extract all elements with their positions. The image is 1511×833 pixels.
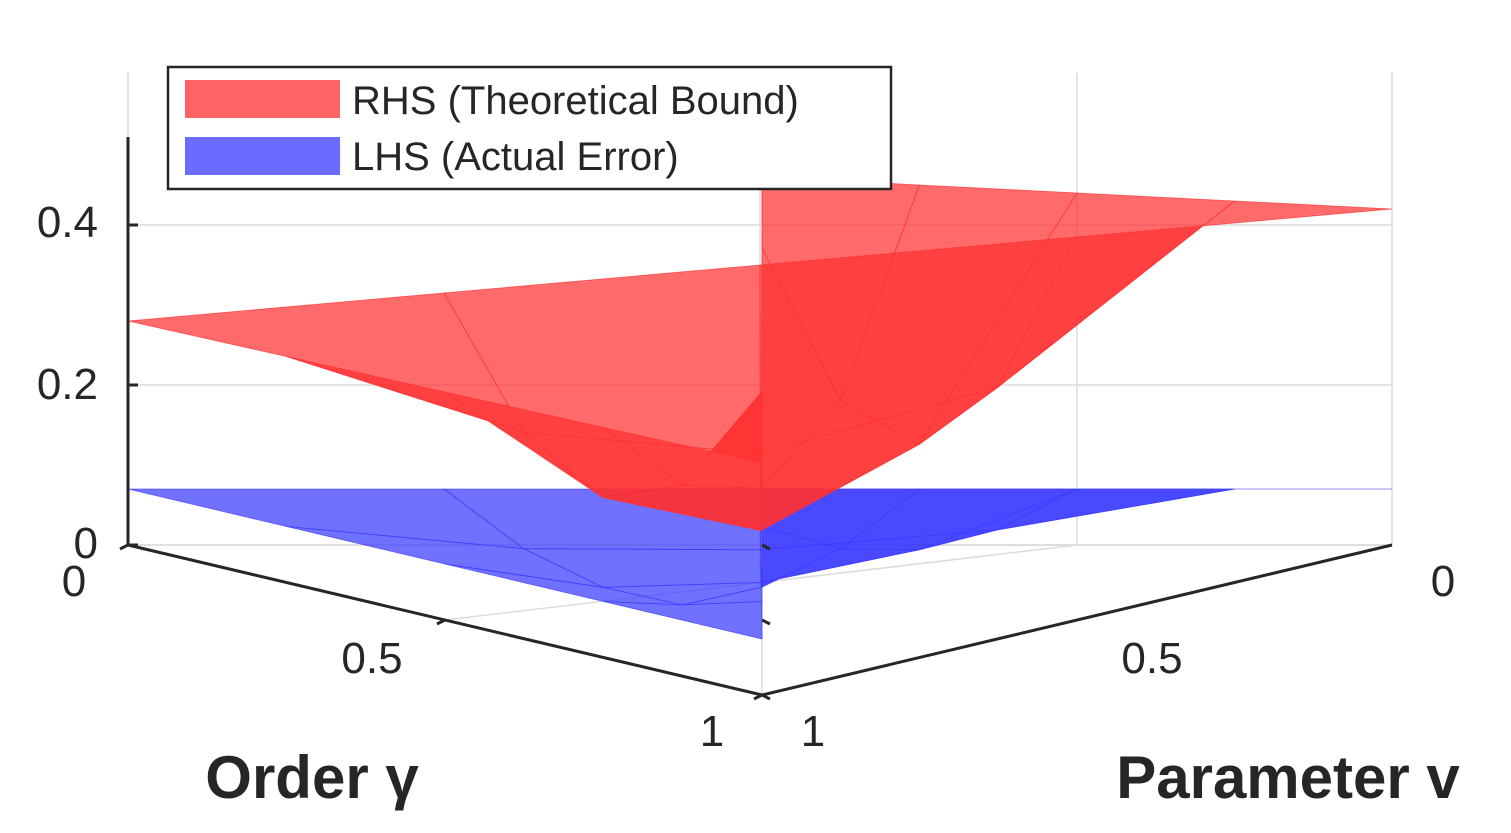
surface-rhs (127, 176, 1393, 532)
y-axis-title: Parameter v (1116, 744, 1460, 811)
z-tick-label: 0 (74, 519, 98, 568)
tick-labels: 0.4 0.2 0 0 0.5 1 0 0.5 1 (37, 198, 1455, 756)
y-tick-label: 1 (801, 707, 825, 756)
z-tick-label: 0.2 (37, 360, 98, 409)
y-tick-mark (761, 543, 771, 551)
x-tick-label: 1 (700, 707, 724, 756)
surface-patch (603, 390, 763, 486)
x-tick-label: 0.5 (341, 634, 402, 683)
y-tick-label: 0 (1431, 557, 1455, 606)
legend-swatch-rhs (185, 80, 340, 118)
z-tick-label: 0.4 (37, 198, 98, 247)
legend: RHS (Theoretical Bound) LHS (Actual Erro… (166, 65, 893, 191)
legend-label-rhs: RHS (Theoretical Bound) (352, 79, 799, 123)
x-tick-mark (753, 693, 763, 701)
x-axis-title: Order γ (205, 744, 419, 811)
surface-patch (603, 601, 763, 640)
y-tick-mark (761, 618, 771, 626)
legend-swatch-lhs (185, 137, 340, 175)
surfaces (127, 176, 1393, 640)
surface-patch (443, 264, 761, 454)
x-tick-label: 0 (62, 557, 86, 606)
legend-label-lhs: LHS (Actual Error) (352, 135, 679, 179)
x-tick-mark (119, 543, 129, 551)
surface-lhs (127, 488, 1392, 640)
axes (119, 137, 1393, 701)
y-axis-line (761, 543, 1393, 697)
y-tick-label: 0.5 (1121, 634, 1182, 683)
y-tick-mark (761, 693, 771, 701)
x-tick-mark (436, 618, 446, 626)
